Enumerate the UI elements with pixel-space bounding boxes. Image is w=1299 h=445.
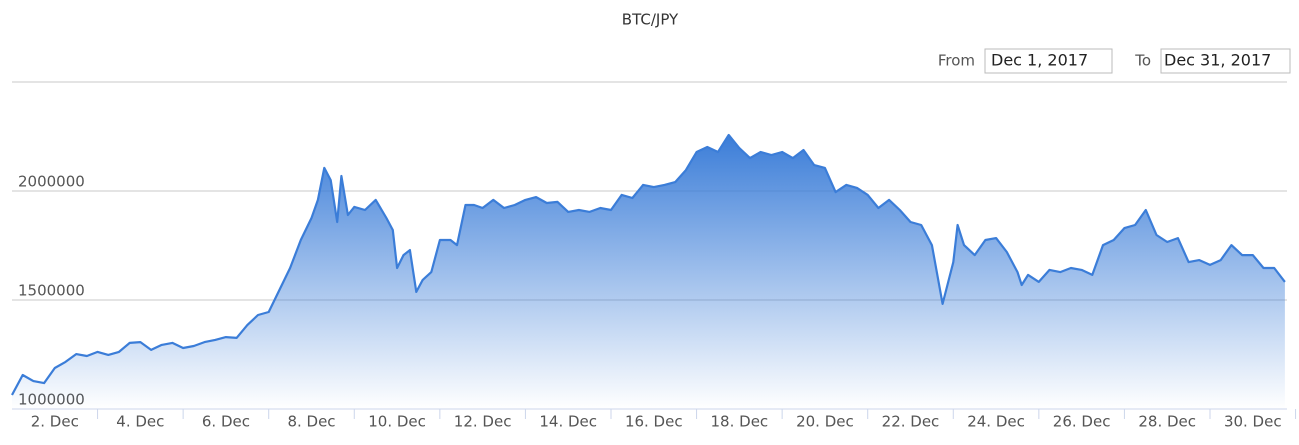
x-tick-label: 26. Dec: [1053, 413, 1111, 431]
x-tick-label: 16. Dec: [625, 413, 683, 431]
range-from-input[interactable]: [984, 48, 1113, 74]
y-tick-label: 1500000: [18, 282, 85, 300]
x-tick-label: 14. Dec: [539, 413, 597, 431]
x-tick-label: 30. Dec: [1224, 413, 1282, 431]
x-tick-label: 20. Dec: [796, 413, 854, 431]
range-to-label: To: [1134, 52, 1151, 70]
x-tick-label: 28. Dec: [1138, 413, 1196, 431]
range-to-input[interactable]: [1160, 48, 1291, 74]
x-tick-label: 2. Dec: [31, 413, 79, 431]
x-tick-label: 12. Dec: [454, 413, 512, 431]
x-tick-label: 8. Dec: [287, 413, 335, 431]
x-tick-label: 18. Dec: [711, 413, 769, 431]
chart-title: BTC/JPY: [622, 11, 679, 29]
range-from-label: From: [938, 52, 975, 70]
area-line: [11, 133, 1286, 396]
range-to-value[interactable]: Dec 31, 2017: [1164, 51, 1271, 70]
x-tick-label: 6. Dec: [202, 413, 250, 431]
x-tick-label: 22. Dec: [882, 413, 940, 431]
range-from-value[interactable]: Dec 1, 2017: [991, 51, 1088, 70]
area-fill: [12, 135, 1285, 409]
x-tick-label: 4. Dec: [116, 413, 164, 431]
x-tick-label: 10. Dec: [368, 413, 426, 431]
x-tick-label: 24. Dec: [967, 413, 1025, 431]
y-tick-label: 2000000: [18, 173, 85, 191]
